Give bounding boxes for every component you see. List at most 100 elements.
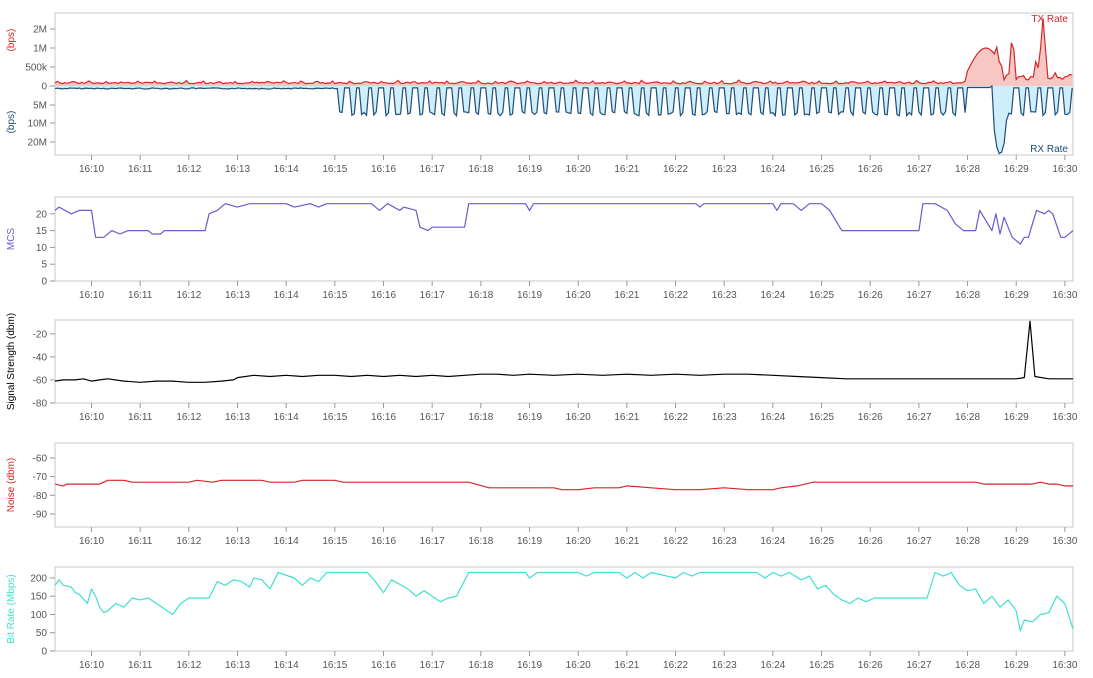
x-tick-label: 16:13 bbox=[225, 290, 250, 301]
y-tick-label: -90 bbox=[33, 509, 48, 520]
x-tick-label: 16:13 bbox=[225, 412, 250, 423]
x-tick-label: 16:29 bbox=[1004, 412, 1029, 423]
x-tick-label: 16:17 bbox=[420, 164, 445, 175]
tx-rate-area bbox=[55, 18, 1073, 87]
x-tick-label: 16:13 bbox=[225, 164, 250, 175]
x-tick-label: 16:25 bbox=[809, 290, 834, 301]
x-tick-label: 16:28 bbox=[955, 412, 980, 423]
x-tick-label: 16:25 bbox=[809, 660, 834, 671]
x-tick-label: 16:24 bbox=[760, 290, 785, 301]
y-tick-label: -80 bbox=[33, 491, 48, 502]
plot-frame bbox=[54, 442, 1074, 528]
x-tick-label: 16:11 bbox=[128, 660, 153, 671]
x-tick-label: 16:23 bbox=[712, 660, 737, 671]
tx-rate-label: TX Rate bbox=[1031, 14, 1068, 25]
x-tick-label: 16:12 bbox=[176, 412, 201, 423]
x-tick-label: 16:30 bbox=[1052, 412, 1077, 423]
x-tick-label: 16:29 bbox=[1004, 164, 1029, 175]
x-tick-label: 16:23 bbox=[712, 412, 737, 423]
x-tick-label: 16:20 bbox=[566, 660, 591, 671]
x-tick-label: 16:24 bbox=[760, 412, 785, 423]
noise-line bbox=[54, 479, 1073, 491]
y-tick-label: -60 bbox=[33, 453, 48, 464]
x-tick-label: 16:26 bbox=[858, 412, 883, 423]
x-tick-label: 16:16 bbox=[371, 290, 396, 301]
tx-axis-label: (bps) bbox=[6, 29, 17, 52]
x-tick-label: 16:14 bbox=[274, 412, 299, 423]
x-tick-label: 16:12 bbox=[176, 660, 201, 671]
x-tick-label: 16:14 bbox=[274, 290, 299, 301]
y-axis-label: Bit Rate (Mbps) bbox=[6, 574, 17, 643]
rx-axis-label: (bps) bbox=[6, 111, 17, 134]
x-tick-label: 16:22 bbox=[663, 164, 688, 175]
x-tick-label: 16:21 bbox=[614, 164, 639, 175]
x-tick-label: 16:29 bbox=[1004, 290, 1029, 301]
x-tick-label: 16:19 bbox=[517, 412, 542, 423]
x-tick-label: 16:29 bbox=[1004, 536, 1029, 547]
x-tick-label: 16:19 bbox=[517, 536, 542, 547]
x-tick-label: 16:12 bbox=[176, 164, 201, 175]
x-tick-label: 16:17 bbox=[420, 536, 445, 547]
x-tick-label: 16:17 bbox=[420, 412, 445, 423]
x-tick-label: 16:25 bbox=[809, 412, 834, 423]
x-tick-label: 16:13 bbox=[225, 536, 250, 547]
tx-rate-line bbox=[54, 18, 1073, 85]
plot-frame bbox=[54, 319, 1074, 404]
y-tick-label: 5 bbox=[41, 260, 47, 271]
x-tick-label: 16:22 bbox=[663, 660, 688, 671]
y-tick-label: -40 bbox=[33, 352, 48, 363]
x-tick-label: 16:27 bbox=[906, 412, 931, 423]
x-tick-label: 16:28 bbox=[955, 660, 980, 671]
mcs-panel: 16:10 16:11 16:12 16:13 16:14 16:15 16:16 16:17… bbox=[6, 196, 1078, 301]
y-tick-label: 500k bbox=[25, 63, 48, 74]
x-tick-label: 16:12 bbox=[176, 290, 201, 301]
y-tick-label: 50 bbox=[36, 628, 48, 639]
x-tick-label: 16:14 bbox=[274, 536, 299, 547]
x-tick-label: 16:30 bbox=[1052, 536, 1077, 547]
x-tick-label: 16:14 bbox=[274, 660, 299, 671]
x-tick-label: 16:28 bbox=[955, 536, 980, 547]
x-tick-label: 16:12 bbox=[176, 536, 201, 547]
y-tick-label: 20 bbox=[36, 209, 48, 220]
y-axis-label: Signal Strength (dbm) bbox=[6, 313, 17, 410]
x-tick-label: 16:25 bbox=[809, 536, 834, 547]
x-tick-label: 16:27 bbox=[906, 660, 931, 671]
x-tick-label: 16:30 bbox=[1052, 290, 1077, 301]
x-tick-label: 16:11 bbox=[128, 290, 153, 301]
y-tick-label: -80 bbox=[33, 399, 48, 410]
x-tick-label: 16:10 bbox=[79, 164, 104, 175]
x-tick-label: 16:22 bbox=[663, 412, 688, 423]
y-tick-label: 0 bbox=[41, 82, 47, 93]
y-tick-label: 15 bbox=[36, 226, 48, 237]
x-tick-label: 16:26 bbox=[858, 290, 883, 301]
y-tick-label: 1M bbox=[33, 44, 47, 55]
y-axis-label: Noise (dbm) bbox=[6, 458, 17, 512]
x-tick-label: 16:24 bbox=[760, 164, 785, 175]
plot-frame bbox=[54, 566, 1074, 652]
noise-panel: 16:10 16:11 16:12 16:13 16:14 16:15 16:16 16:17… bbox=[6, 442, 1078, 547]
x-tick-label: 16:19 bbox=[517, 660, 542, 671]
x-tick-label: 16:10 bbox=[79, 412, 104, 423]
x-tick-label: 16:25 bbox=[809, 164, 834, 175]
y-tick-label: -20 bbox=[33, 329, 48, 340]
bit-rate-panel: 16:10 16:11 16:12 16:13 16:14 16:15 16:16 16:17… bbox=[6, 566, 1078, 671]
x-tick-label: 16:27 bbox=[906, 290, 931, 301]
y-tick-label: 2M bbox=[33, 25, 47, 36]
x-tick-label: 16:11 bbox=[128, 536, 153, 547]
x-tick-label: 16:30 bbox=[1052, 660, 1077, 671]
x-tick-label: 16:21 bbox=[614, 536, 639, 547]
x-tick-label: 16:22 bbox=[663, 290, 688, 301]
x-tick-label: 16:26 bbox=[858, 536, 883, 547]
x-tick-label: 16:24 bbox=[760, 536, 785, 547]
x-tick-label: 16:18 bbox=[468, 164, 493, 175]
x-tick-label: 16:17 bbox=[420, 660, 445, 671]
x-tick-label: 16:22 bbox=[663, 536, 688, 547]
y-tick-label: 0 bbox=[41, 277, 47, 288]
x-tick-label: 16:21 bbox=[614, 660, 639, 671]
x-tick-label: 16:28 bbox=[955, 164, 980, 175]
signal-line bbox=[54, 320, 1073, 383]
x-tick-label: 16:16 bbox=[371, 536, 396, 547]
x-tick-label: 16:15 bbox=[322, 660, 347, 671]
x-tick-label: 16:15 bbox=[322, 412, 347, 423]
